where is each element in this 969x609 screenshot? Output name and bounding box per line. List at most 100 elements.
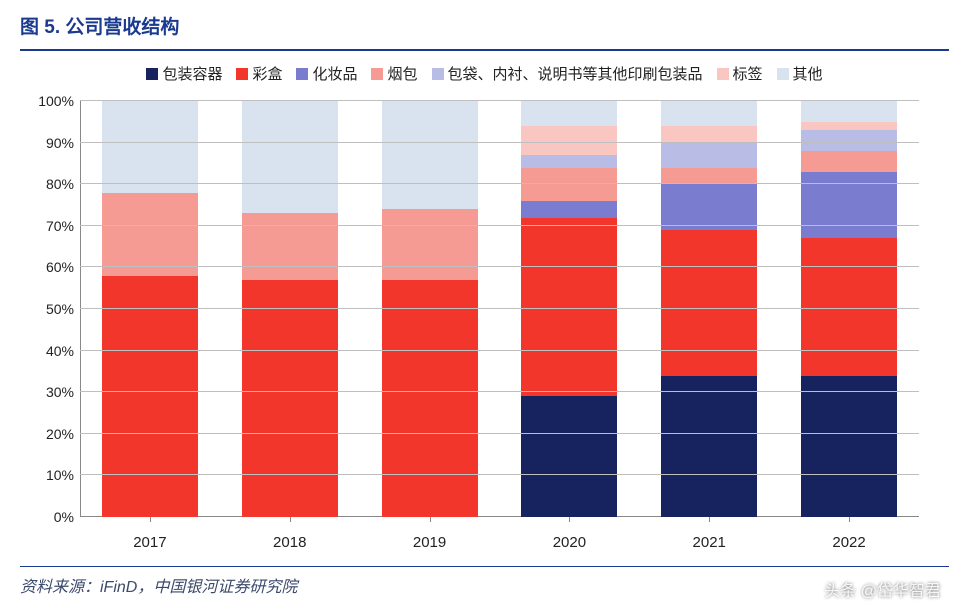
segment-cosmetics: [801, 172, 897, 239]
grid-line: [80, 142, 919, 143]
legend-label: 其他: [793, 63, 823, 84]
segment-other: [102, 101, 198, 193]
x-tick-mark: [430, 517, 431, 522]
segment-packaging_container: [801, 376, 897, 517]
y-tick-label: 90%: [24, 135, 74, 151]
segment-cosmetics: [521, 201, 617, 218]
legend-item: 烟包: [371, 63, 417, 84]
legend-item: 标签: [717, 63, 763, 84]
segment-cigarette_pack: [521, 168, 617, 201]
x-tick-mark: [709, 517, 710, 522]
segment-packaging_container: [521, 396, 617, 517]
segment-cigarette_pack: [382, 209, 478, 280]
grid-line: [80, 350, 919, 351]
watermark-text: 头条 @岱华智君: [824, 577, 941, 601]
y-tick-label: 20%: [24, 426, 74, 442]
segment-other: [382, 101, 478, 209]
grid-line: [80, 391, 919, 392]
bar-2020: [521, 101, 617, 517]
legend-label: 烟包: [387, 63, 417, 84]
segment-packaging_container: [661, 376, 757, 517]
x-label: 2017: [102, 534, 198, 551]
chart-title: 图 5. 公司营收结构: [20, 12, 949, 39]
grid-line: [80, 433, 919, 434]
bar-2019: [382, 101, 478, 517]
segment-color_box: [801, 238, 897, 375]
legend-swatch: [371, 68, 383, 80]
x-tick-mark: [290, 517, 291, 522]
legend-label: 彩盒: [252, 63, 282, 84]
segment-color_box: [242, 280, 338, 517]
watermark-icon: [802, 580, 820, 598]
source-divider: [20, 566, 949, 567]
y-axis: 0%10%20%30%40%50%60%70%80%90%100%: [20, 101, 80, 517]
legend-label: 化妆品: [312, 63, 357, 84]
legend-label: 包袋、内衬、说明书等其他印刷包装品: [448, 63, 703, 84]
segment-color_box: [521, 218, 617, 397]
segment-other: [801, 101, 897, 122]
y-tick-label: 10%: [24, 467, 74, 483]
x-tick-mark: [569, 517, 570, 522]
x-label: 2018: [242, 534, 338, 551]
legend-label: 标签: [733, 63, 763, 84]
legend-swatch: [432, 68, 444, 80]
title-row: 图 5. 公司营收结构: [0, 0, 969, 45]
y-tick-label: 40%: [24, 343, 74, 359]
bar-2017: [102, 101, 198, 517]
grid-line: [80, 266, 919, 267]
x-tick-mark: [849, 517, 850, 522]
segment-cigarette_pack: [242, 213, 338, 280]
bar-2022: [801, 101, 897, 517]
legend-item: 包装容器: [146, 63, 222, 84]
segment-cigarette_pack: [801, 151, 897, 172]
watermark: 头条 @岱华智君: [802, 577, 941, 601]
grid-line: [80, 474, 919, 475]
x-label: 2021: [661, 534, 757, 551]
legend-item: 其他: [777, 63, 823, 84]
plot-area: [80, 101, 919, 517]
legend-label: 包装容器: [162, 63, 222, 84]
legend-swatch: [236, 68, 248, 80]
legend-swatch: [296, 68, 308, 80]
bar-2021: [661, 101, 757, 517]
legend-swatch: [717, 68, 729, 80]
segment-other_print: [661, 143, 757, 168]
y-tick-label: 0%: [24, 509, 74, 525]
y-tick-label: 60%: [24, 259, 74, 275]
legend-item: 彩盒: [236, 63, 282, 84]
segment-tag: [661, 126, 757, 143]
y-tick-label: 70%: [24, 218, 74, 234]
figure-container: 图 5. 公司营收结构 包装容器 彩盒 化妆品 烟包 包袋、内衬、说明书等其他印刷包装品…: [0, 0, 969, 609]
y-tick-label: 50%: [24, 301, 74, 317]
segment-other_print: [801, 130, 897, 151]
segment-tag: [521, 126, 617, 155]
segment-tag: [801, 122, 897, 130]
segment-color_box: [382, 280, 478, 517]
legend-item: 化妆品: [296, 63, 357, 84]
legend-item: 包袋、内衬、说明书等其他印刷包装品: [432, 63, 703, 84]
chart-wrap: 包装容器 彩盒 化妆品 烟包 包袋、内衬、说明书等其他印刷包装品 标签 其他 0% 10% 20…: [20, 59, 949, 559]
title-underline: [20, 49, 949, 51]
segment-other: [661, 101, 757, 126]
grid-line: [80, 308, 919, 309]
segment-cosmetics: [661, 184, 757, 230]
segment-color_box: [661, 230, 757, 376]
segment-other: [242, 101, 338, 213]
x-tick-mark: [150, 517, 151, 522]
segment-cigarette_pack: [102, 193, 198, 276]
segment-color_box: [102, 276, 198, 517]
legend-swatch: [146, 68, 158, 80]
bar-2018: [242, 101, 338, 517]
segment-other: [521, 101, 617, 126]
x-axis-labels: 201720182019202020212022: [80, 534, 919, 551]
y-tick-label: 30%: [24, 384, 74, 400]
legend: 包装容器 彩盒 化妆品 烟包 包袋、内衬、说明书等其他印刷包装品 标签 其他: [20, 59, 949, 92]
grid-line: [80, 100, 919, 101]
segment-other_print: [521, 155, 617, 167]
segment-cigarette_pack: [661, 168, 757, 185]
grid-line: [80, 183, 919, 184]
x-label: 2020: [521, 534, 617, 551]
legend-swatch: [777, 68, 789, 80]
y-tick-label: 80%: [24, 176, 74, 192]
source-text: 资料来源：iFinD，中国银河证券研究院: [20, 579, 297, 596]
